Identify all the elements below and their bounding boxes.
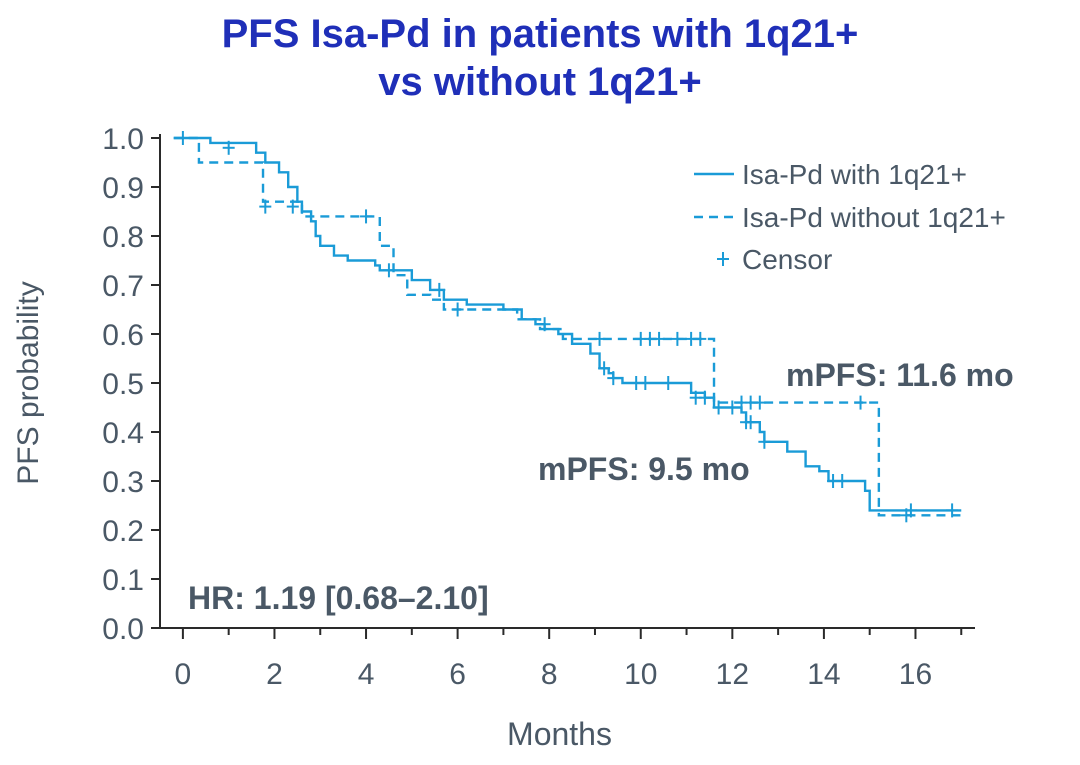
- y-tick-label: 1.0: [102, 123, 144, 156]
- censor-mark: [726, 400, 739, 415]
- censor-mark: [694, 331, 707, 346]
- annotation-mpfs-with: mPFS: 9.5 mo: [538, 451, 750, 487]
- censor-mark: [671, 331, 684, 346]
- censor-mark: [639, 376, 652, 390]
- y-tick-label: 0.8: [102, 221, 144, 254]
- y-tick-label: 0.0: [102, 613, 144, 646]
- series-without-1q21: [173, 136, 962, 523]
- x-tick-label: 10: [624, 658, 657, 691]
- annotation-mpfs-without: mPFS: 11.6 mo: [786, 357, 1014, 393]
- legend-dashed-label: Isa-Pd without 1q21+: [742, 202, 1006, 233]
- y-tick-label: 0.1: [102, 564, 144, 597]
- censor-mark: [758, 434, 771, 449]
- censor-mark: [900, 508, 913, 523]
- censor-mark: [451, 302, 464, 317]
- x-ticks: 0 2 4 6 8 10 12 14 16: [175, 628, 963, 691]
- y-tick-label: 0.4: [102, 417, 144, 450]
- x-tick-label: 14: [807, 658, 840, 691]
- x-tick-label: 8: [541, 658, 558, 691]
- legend-solid-label: Isa-Pd with 1q21+: [742, 159, 967, 190]
- series-layer: [173, 131, 962, 523]
- censor-mark: [854, 395, 867, 410]
- censor-mark: [222, 140, 235, 155]
- censor-mark: [598, 361, 611, 376]
- x-tick-label: 12: [716, 658, 749, 691]
- censor-mark: [607, 371, 620, 386]
- y-tick-label: 0.6: [102, 319, 144, 352]
- axes: [159, 134, 975, 629]
- censor-mark: [433, 282, 446, 297]
- y-tick-label: 0.7: [102, 270, 144, 303]
- x-tick-label: 0: [175, 658, 192, 691]
- x-tick-label: 2: [266, 658, 283, 691]
- censor-mark: [662, 376, 675, 390]
- y-tick-label: 0.5: [102, 368, 144, 401]
- x-axis-label: Months: [507, 716, 612, 752]
- y-tick-label: 0.2: [102, 515, 144, 548]
- y-ticks: 0.0 0.1 0.2 0.3 0.4 0.5 0.6 0.7 0.8 0.9 1.0: [102, 123, 160, 646]
- y-tick-label: 0.3: [102, 466, 144, 499]
- censor-mark: [712, 400, 725, 415]
- censor-mark: [836, 474, 849, 488]
- chart-title: PFS Isa-Pd in patients with 1q21+ vs wit…: [0, 10, 1080, 106]
- censor-mark: [653, 331, 666, 346]
- censor-mark: [744, 415, 757, 430]
- x-tick-label: 6: [449, 658, 466, 691]
- censor-mark: [753, 395, 766, 410]
- legend-censor-swatch: [717, 252, 729, 266]
- chart-title-line-2: vs without 1q21+: [378, 60, 702, 104]
- censor-mark: [698, 390, 711, 405]
- x-tick-label: 16: [899, 658, 932, 691]
- censor-mark: [717, 252, 729, 266]
- censor-mark: [360, 209, 373, 224]
- y-axis-label: PFS probability: [12, 281, 45, 484]
- censor-mark: [259, 199, 272, 214]
- annotation-hazard-ratio: HR: 1.19 [0.68–2.10]: [188, 580, 489, 616]
- censor-mark: [593, 331, 606, 346]
- chart-title-line-1: PFS Isa-Pd in patients with 1q21+: [221, 12, 859, 56]
- y-tick-label: 0.9: [102, 172, 144, 205]
- legend: Isa-Pd with 1q21+ Isa-Pd without 1q21+ C…: [694, 159, 1006, 275]
- legend-censor-label: Censor: [742, 244, 832, 275]
- x-tick-label: 4: [358, 658, 375, 691]
